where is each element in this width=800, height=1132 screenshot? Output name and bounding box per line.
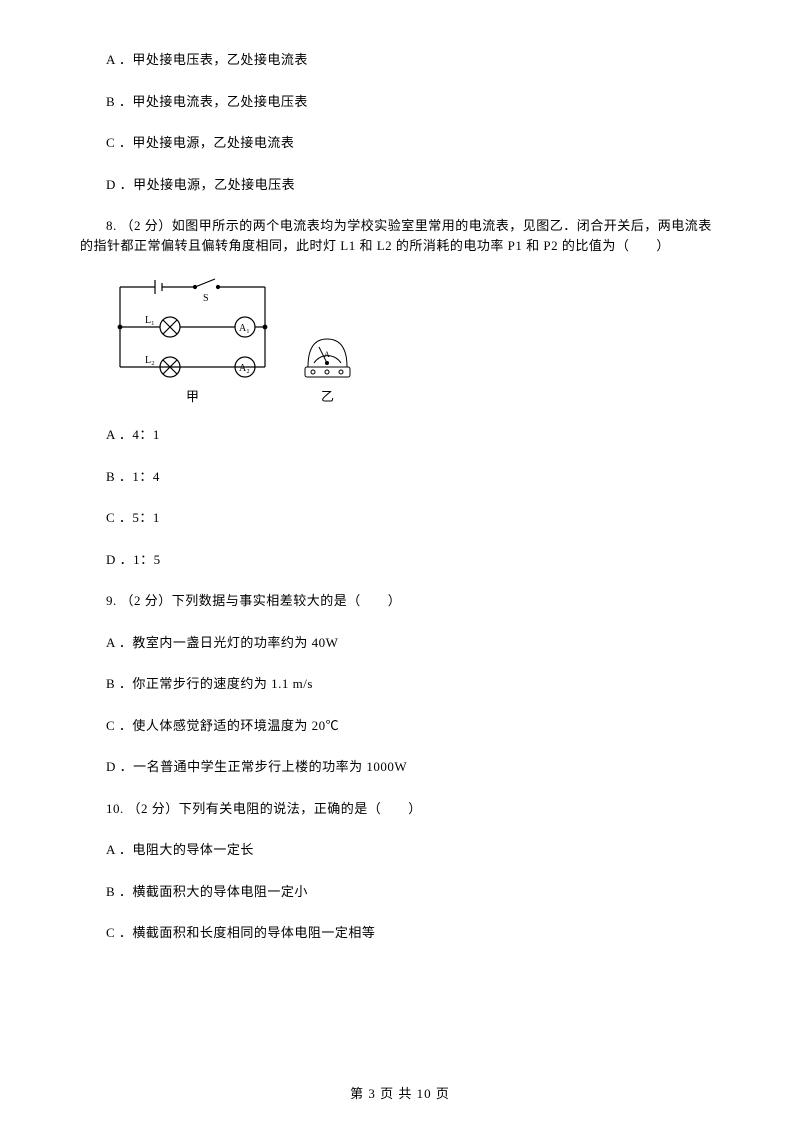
q7-option-c: C ．甲处接电源，乙处接电流表 — [80, 133, 720, 153]
circuit-diagram: L₁ L₂ S A₁ A₂ 甲 — [110, 277, 275, 405]
q8-option-d: D ．1：5 — [80, 550, 720, 570]
q7-option-b: B ．甲处接电流表，乙处接电压表 — [80, 92, 720, 112]
q9-option-d: D ．一名普通中学生正常步行上楼的功率为 1000W — [80, 757, 720, 777]
svg-text:L₁: L₁ — [145, 315, 155, 326]
q8-stem: 8. （2 分）如图甲所示的两个电流表均为学校实验室里常用的电流表，见图乙．闭合… — [80, 216, 720, 255]
q9-option-a: A ．教室内一盏日光灯的功率约为 40W — [80, 633, 720, 653]
svg-text:A₂: A₂ — [239, 363, 250, 374]
q8-option-a: A ．4：1 — [80, 425, 720, 445]
page-footer: 第 3 页 共 10 页 — [0, 1083, 800, 1102]
svg-text:L₂: L₂ — [145, 355, 155, 366]
q9-option-b: B ．你正常步行的速度约为 1.1 m/s — [80, 674, 720, 694]
q9-option-c: C ．使人体感觉舒适的环境温度为 20℃ — [80, 716, 720, 736]
ammeter-image: A 乙 — [300, 327, 355, 405]
q10-option-c: C ．横截面积和长度相同的导体电阻一定相等 — [80, 923, 720, 943]
svg-text:A₁: A₁ — [239, 323, 250, 334]
figure-label-left: 甲 — [186, 386, 199, 405]
q8-option-c: C ．5：1 — [80, 508, 720, 528]
q7-option-d: D ．甲处接电源，乙处接电压表 — [80, 175, 720, 195]
figure-label-right: 乙 — [321, 386, 334, 405]
svg-text:S: S — [203, 293, 209, 304]
q7-option-a: A ．甲处接电压表，乙处接电流表 — [80, 50, 720, 70]
q9-stem: 9. （2 分）下列数据与事实相差较大的是（ ） — [80, 591, 720, 611]
svg-text:A: A — [324, 350, 330, 359]
q10-option-a: A ．电阻大的导体一定长 — [80, 840, 720, 860]
q10-stem: 10. （2 分）下列有关电阻的说法，正确的是（ ） — [80, 799, 720, 819]
q8-figure: L₁ L₂ S A₁ A₂ 甲 A 乙 — [110, 277, 720, 405]
q10-option-b: B ．横截面积大的导体电阻一定小 — [80, 882, 720, 902]
q8-option-b: B ．1：4 — [80, 467, 720, 487]
